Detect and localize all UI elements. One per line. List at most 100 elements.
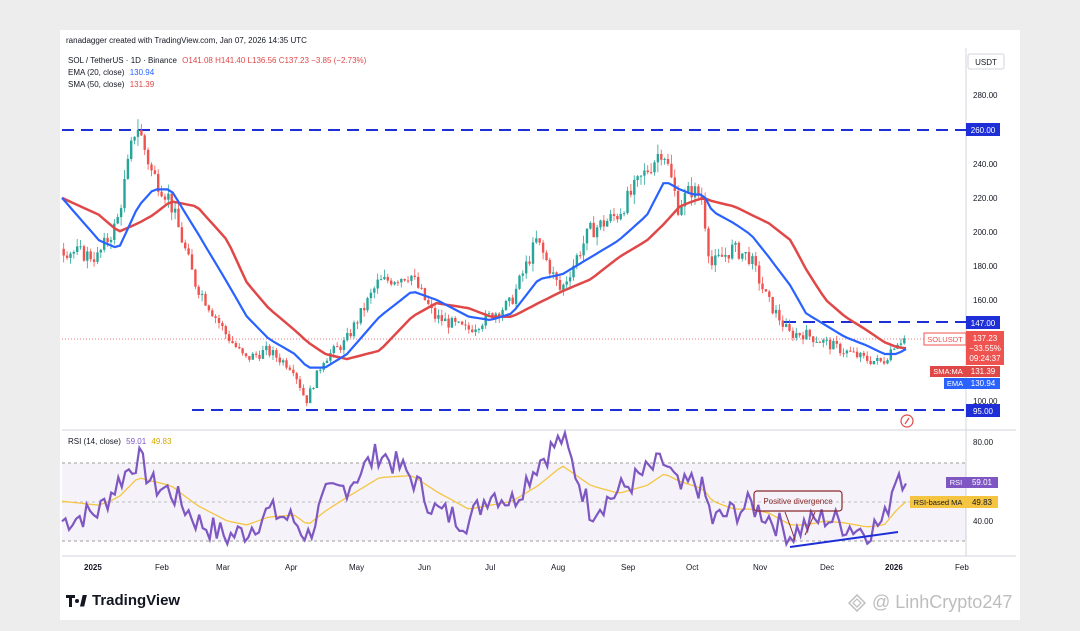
candle-body[interactable] [774,309,778,314]
candle-body[interactable] [79,246,82,248]
candle-body[interactable] [552,272,555,274]
candle-body[interactable] [639,175,643,177]
candle-body[interactable] [207,305,211,311]
candle-body[interactable] [440,315,443,321]
candle-body[interactable] [379,279,383,281]
candle-body[interactable] [363,308,366,311]
rsi-ma-tag-label-box[interactable] [910,496,966,508]
candle-body[interactable] [622,213,626,215]
candle-body[interactable] [187,248,190,255]
divergence-trendline[interactable] [789,531,899,548]
candle-body[interactable] [143,135,146,150]
candle-body[interactable] [427,300,430,304]
last-price-tag[interactable] [966,331,1004,365]
candle-body[interactable] [211,310,214,317]
candle-body[interactable] [146,149,150,165]
candle-body[interactable] [545,252,548,260]
candle-body[interactable] [781,320,784,327]
candle-body[interactable] [69,253,72,258]
candle-body[interactable] [724,255,727,257]
candle-body[interactable] [89,251,92,260]
candle-body[interactable] [734,242,737,245]
candle-body[interactable] [254,353,258,355]
candle-body[interactable] [521,273,524,276]
rsi-tag-value-box[interactable] [966,477,998,488]
candle-body[interactable] [329,353,332,361]
candle-body[interactable] [855,351,859,358]
candle-body[interactable] [673,177,676,191]
candle-body[interactable] [302,388,305,396]
candle-body[interactable] [653,162,656,173]
candle-body[interactable] [130,140,133,159]
candle-body[interactable] [92,259,96,262]
candle-body[interactable] [778,309,781,321]
candle-body[interactable] [113,223,116,240]
candle-body[interactable] [882,361,886,364]
candle-body[interactable] [609,214,612,221]
candle-body[interactable] [828,339,832,350]
level-260-tag[interactable] [966,123,1000,136]
candle-body[interactable] [224,326,227,335]
candle-body[interactable] [167,193,170,200]
candle-body[interactable] [477,329,481,330]
candle-body[interactable] [785,324,788,327]
candle-body[interactable] [771,297,774,314]
candle-body[interactable] [592,222,595,238]
candle-body[interactable] [76,246,79,253]
candle-body[interactable] [217,318,221,323]
candle-body[interactable] [568,277,572,282]
candle-body[interactable] [825,339,828,341]
candle-body[interactable] [450,318,454,328]
candle-body[interactable] [788,324,791,331]
candle-body[interactable] [352,322,356,337]
candle-body[interactable] [619,213,622,220]
candle-body[interactable] [845,350,849,354]
candle-body[interactable] [190,254,194,270]
candle-body[interactable] [288,367,292,370]
candle-body[interactable] [504,301,508,310]
candle-body[interactable] [65,255,69,258]
candle-body[interactable] [801,335,805,340]
candle-body[interactable] [832,340,835,350]
candle-body[interactable] [109,239,113,243]
candle-body[interactable] [764,289,768,292]
candle-body[interactable] [538,238,541,243]
candle-body[interactable] [268,345,271,356]
candle-body[interactable] [879,358,882,362]
candle-body[interactable] [265,345,268,351]
candle-body[interactable] [741,253,744,259]
candle-body[interactable] [123,179,126,209]
candle-body[interactable] [336,346,339,348]
candle-body[interactable] [818,341,822,343]
candle-body[interactable] [582,243,585,256]
candle-body[interactable] [805,329,808,340]
candle-body[interactable] [808,329,811,337]
candle-body[interactable] [150,164,153,171]
candle-body[interactable] [410,275,413,281]
candle-body[interactable] [390,280,393,285]
candle-body[interactable] [707,228,710,257]
candle-body[interactable] [758,265,761,284]
candle-body[interactable] [676,190,680,215]
candle-body[interactable] [467,325,470,330]
candle-body[interactable] [714,255,717,266]
candle-body[interactable] [106,237,109,243]
symbol-name[interactable]: SOL / TetherUS · 1D · Binance [68,56,177,65]
candle-body[interactable] [173,208,177,213]
candle-body[interactable] [693,186,697,198]
sma-50-line[interactable] [61,196,907,361]
candle-body[interactable] [666,159,670,164]
candle-body[interactable] [487,313,491,315]
candle-body[interactable] [862,352,865,356]
candle-body[interactable] [342,340,346,350]
rsi-ma-tag-value-box[interactable] [966,496,998,508]
sma-tag-label-box[interactable] [930,366,966,377]
candle-body[interactable] [295,373,298,380]
candle-body[interactable] [214,316,217,318]
candle-body[interactable] [548,260,552,274]
candle-body[interactable] [798,333,801,336]
tradingview-logo[interactable]: TradingView [66,592,180,609]
candle-body[interactable] [498,313,501,317]
ema-legend[interactable]: EMA (20, close) 130.94 [68,68,154,77]
candle-body[interactable] [403,279,406,281]
